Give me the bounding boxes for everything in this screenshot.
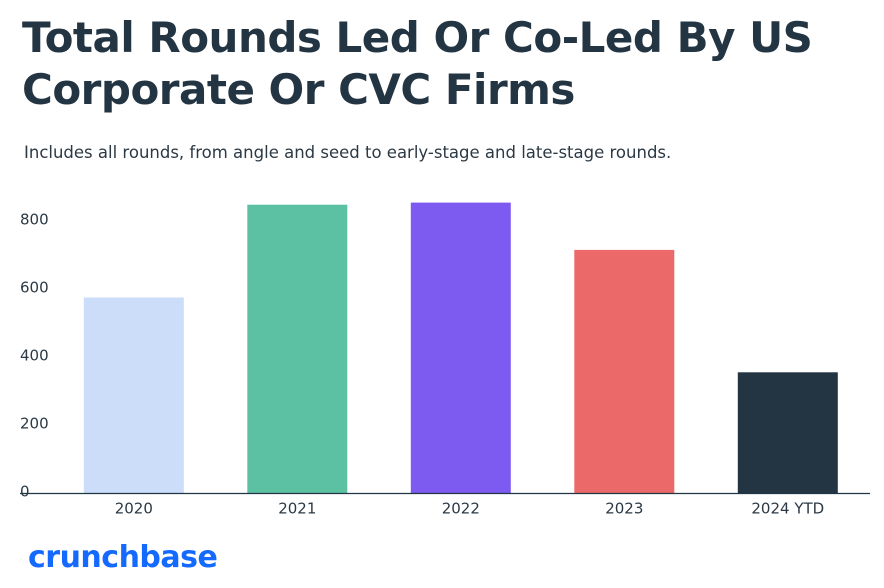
chart-subtitle: Includes all rounds, from angle and seed…: [24, 143, 672, 162]
x-tick-label-2021: 2021: [278, 500, 316, 518]
crunchbase-logo: crunchbase: [28, 540, 218, 575]
x-tick-label-2022: 2022: [442, 500, 480, 518]
y-tick-label-400: 400: [20, 347, 49, 365]
chart-title: Total Rounds Led Or Co-Led By US Corpora…: [22, 13, 813, 114]
y-tick-label-800: 800: [20, 211, 49, 229]
bar-2021: [247, 204, 348, 493]
x-tick-label-2024-ytd: 2024 YTD: [751, 500, 824, 518]
x-tick-label-2023: 2023: [605, 500, 643, 518]
x-tick-label-2020: 2020: [115, 500, 153, 518]
bar-2020: [83, 297, 184, 493]
y-tick-label-0: 0: [20, 483, 30, 501]
bar-2023: [574, 249, 675, 493]
bar-2024-ytd: [737, 372, 838, 493]
y-tick-label-200: 200: [20, 415, 49, 433]
y-tick-label-600: 600: [20, 279, 49, 297]
bar-2022: [410, 202, 511, 493]
